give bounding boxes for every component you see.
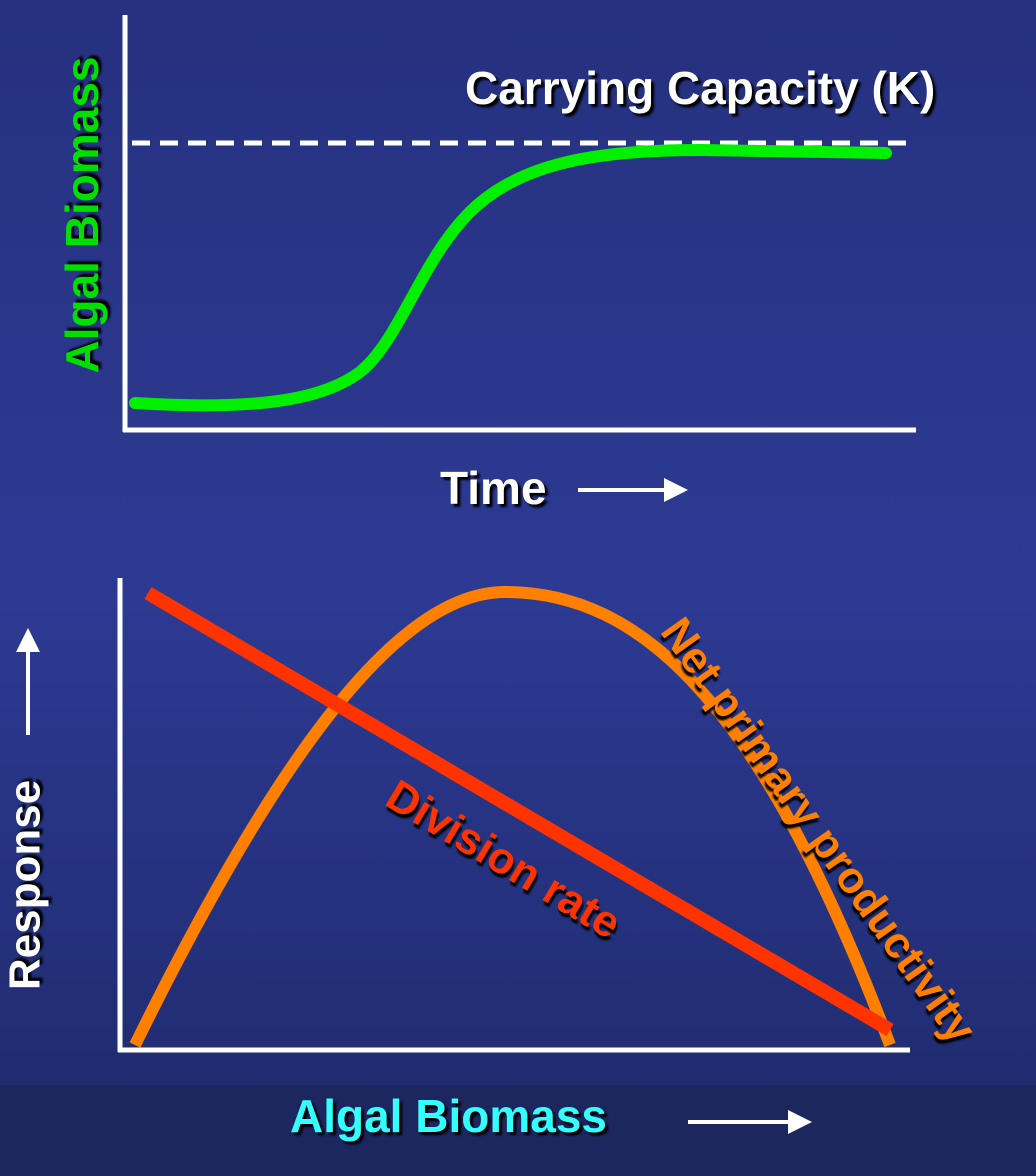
- capacity-label: Carrying Capacity (K): [465, 62, 935, 114]
- x-axis-label: Algal Biomass: [290, 1090, 607, 1142]
- y-axis-label: Algal Biomass: [56, 57, 108, 374]
- x-axis-label: Time: [440, 462, 547, 514]
- growth-curve: [129, 143, 892, 412]
- division-line: [144, 586, 894, 1037]
- footer-band: [0, 1085, 1036, 1176]
- y-axis-label: Response: [1, 780, 50, 990]
- productivity-curve: [129, 585, 896, 1048]
